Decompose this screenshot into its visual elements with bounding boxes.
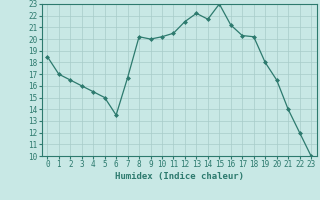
X-axis label: Humidex (Indice chaleur): Humidex (Indice chaleur) bbox=[115, 172, 244, 181]
